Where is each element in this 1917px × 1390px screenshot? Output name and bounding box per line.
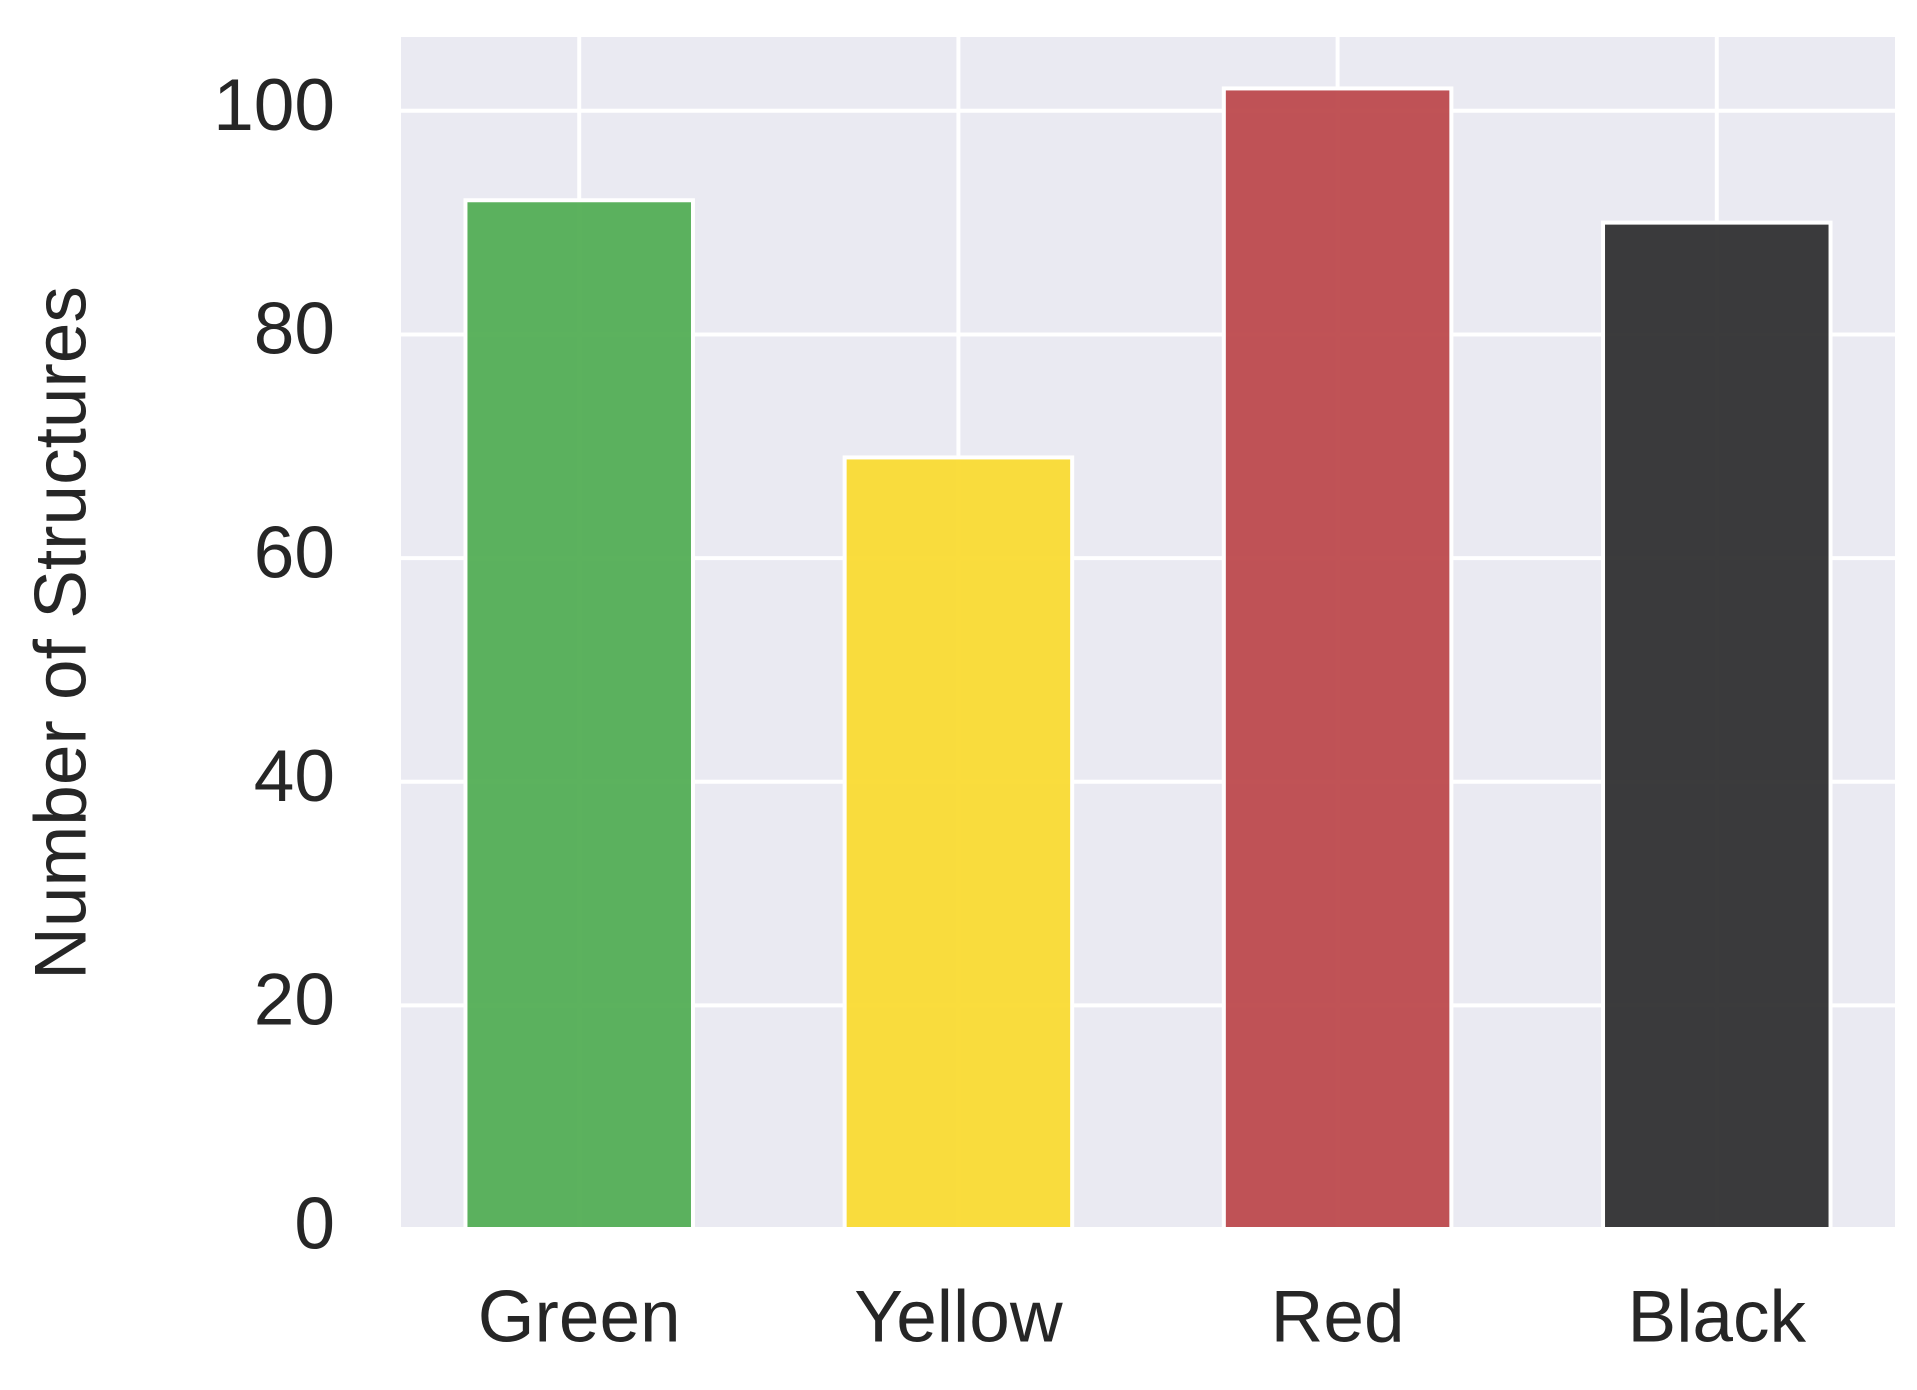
x-tick-label: Yellow [854,1276,1063,1357]
bar [1221,86,1454,1232]
y-tick-label: 80 [254,289,335,370]
x-tick-label: Red [1271,1276,1405,1357]
y-tick-label: 100 [213,65,335,146]
y-tick-label: 20 [254,960,335,1041]
y-axis-label: Number of Structures [20,286,101,980]
y-tick-label: 60 [254,512,335,593]
x-tick-label: Green [478,1276,681,1357]
y-tick-label: 0 [294,1183,335,1264]
x-tick-label: Black [1628,1276,1807,1357]
y-tick-label: 40 [254,736,335,817]
bar [842,455,1075,1232]
bar [1601,220,1833,1231]
bar [463,198,695,1231]
